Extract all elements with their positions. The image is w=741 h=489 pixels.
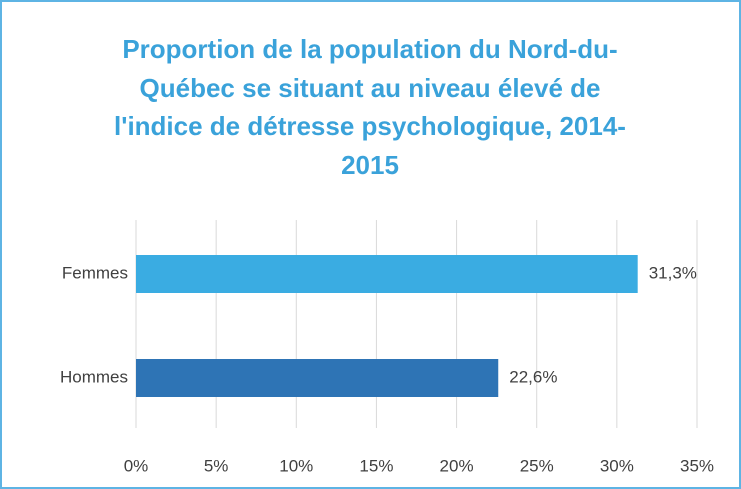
y-tick-label: Femmes [62,263,128,282]
y-tick-label: Hommes [60,367,128,386]
chart-title: Proportion de la population du Nord-du-Q… [114,34,626,180]
x-tick-label: 20% [440,456,474,475]
x-tick-label: 10% [279,456,313,475]
x-tick-label: 15% [359,456,393,475]
data-label: 31,3% [649,263,697,282]
data-label: 22,6% [509,367,557,386]
bar [136,359,499,397]
bar [136,255,638,293]
x-tick-label: 30% [600,456,634,475]
x-tick-label: 0% [124,456,149,475]
x-tick-label: 5% [204,456,229,475]
x-tick-label: 25% [520,456,554,475]
x-tick-label: 35% [680,456,714,475]
